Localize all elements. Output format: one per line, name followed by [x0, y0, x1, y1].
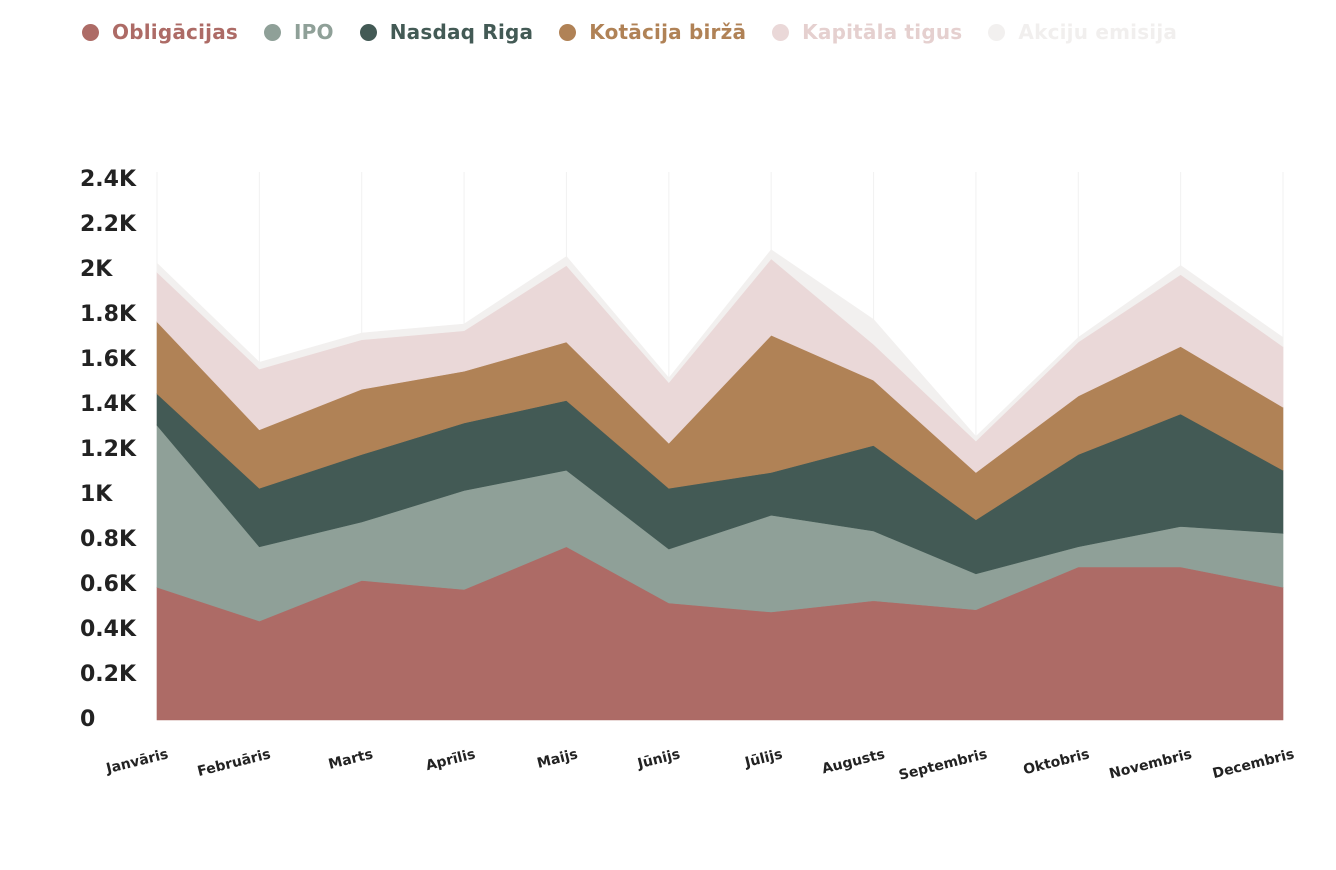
- legend-item-nasdaq-riga[interactable]: Nasdaq Riga: [359, 20, 534, 44]
- legend-item-obligacijas[interactable]: Obligācijas: [82, 20, 238, 44]
- legend-label: IPO: [294, 20, 334, 44]
- y-tick-label: 0: [80, 707, 95, 732]
- x-tick-label-julijs: Jūlijs: [743, 746, 785, 771]
- y-tick-label: 1.6K: [80, 347, 137, 372]
- legend-label: Kapitāla tigus: [802, 20, 963, 44]
- x-tick-label-janvaris: Janvāris: [104, 746, 170, 777]
- x-tick-label-aprilis: Aprīlis: [424, 746, 477, 774]
- legend-label: Obligācijas: [112, 20, 239, 44]
- y-tick-label: 2.4K: [80, 167, 137, 192]
- x-tick-label-oktobris: Oktobris: [1022, 746, 1091, 778]
- y-tick-label: 1.2K: [80, 437, 137, 462]
- y-tick-label: 0.8K: [80, 527, 137, 552]
- x-tick-label-maijs: Maijs: [535, 746, 579, 772]
- chart-legend: Obligācijas IPO Nasdaq Riga Kotācija biržā K…: [82, 18, 1203, 46]
- y-tick-label: 1K: [80, 482, 113, 507]
- legend-marker-icon: [82, 23, 99, 41]
- x-tick-label-septembris: Septembris: [897, 746, 989, 783]
- legend-marker-icon: [359, 23, 377, 41]
- legend-item-kotacija-birza[interactable]: Kotācija biržā: [559, 20, 746, 44]
- y-tick-label: 2K: [80, 257, 113, 282]
- legend-label: Kotācija biržā: [589, 20, 747, 44]
- x-tick-label-decembris: Decembris: [1211, 746, 1296, 782]
- legend-item-akciju-emisija[interactable]: Akciju emisija: [988, 20, 1177, 44]
- legend-marker-icon: [988, 23, 1006, 41]
- y-axis-ticks: 0 0.2K 0.4K 0.6K 0.8K 1K 1.2K 1.4K 1.6K 1.8K 2K 2.2…: [80, 167, 137, 732]
- legend-marker-icon: [559, 23, 577, 41]
- area-akciju-emisija: [156, 249, 1284, 442]
- y-tick-label: 2.2K: [80, 212, 137, 237]
- legend-marker-icon: [772, 23, 790, 41]
- x-tick-label-marts: Marts: [327, 746, 375, 772]
- legend-item-ipo[interactable]: IPO: [264, 20, 334, 44]
- x-tick-label-novembris: Novembris: [1108, 746, 1194, 782]
- y-tick-label: 1.8K: [80, 302, 137, 327]
- legend-label: Akciju emisija: [1018, 20, 1178, 44]
- x-tick-label-augusts: Augusts: [820, 746, 886, 777]
- series-areas: [156, 249, 1284, 721]
- x-tick-label-junijs: Jūnijs: [635, 746, 682, 772]
- x-axis-ticks: Janvāris Februāris Marts Aprīlis Maijs Jūnijs…: [104, 746, 1296, 783]
- legend-marker-icon: [264, 23, 282, 41]
- legend-item-kapitala-tigus[interactable]: Kapitāla tigus: [772, 20, 962, 44]
- y-tick-label: 0.6K: [80, 572, 137, 597]
- legend-label: Nasdaq Riga: [389, 20, 534, 44]
- x-tick-label-februaris: Februāris: [196, 746, 273, 780]
- y-tick-label: 1.4K: [80, 392, 137, 417]
- y-tick-label: 0.4K: [80, 617, 137, 642]
- y-tick-label: 0.2K: [80, 662, 137, 687]
